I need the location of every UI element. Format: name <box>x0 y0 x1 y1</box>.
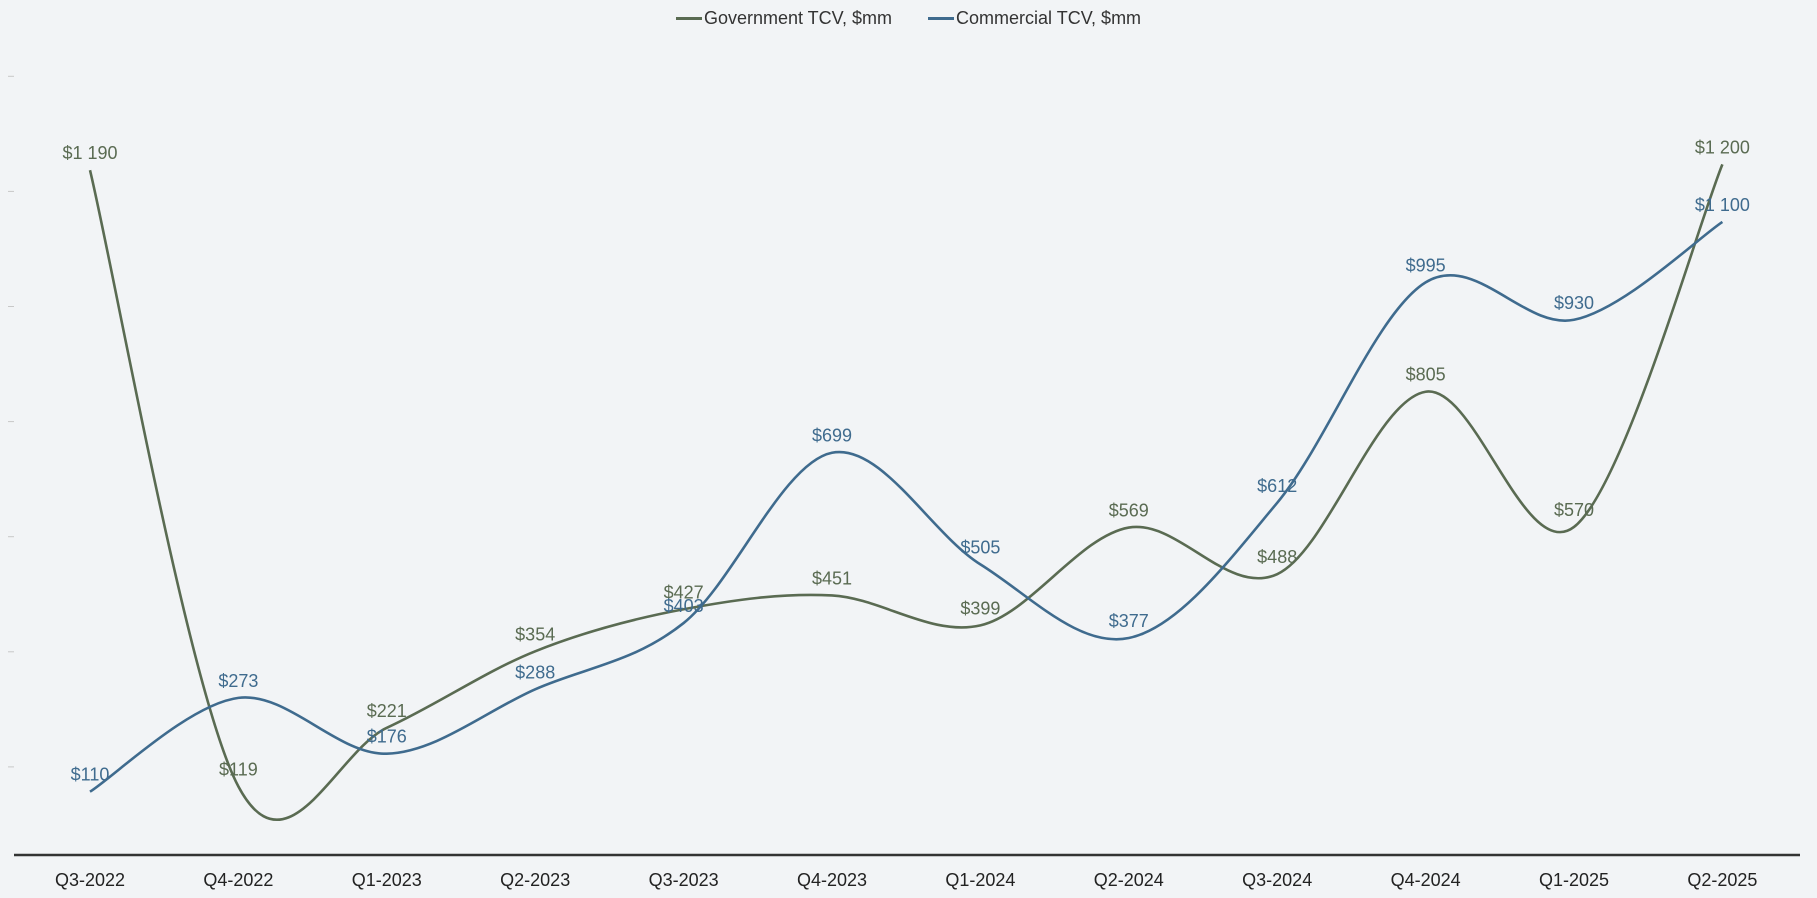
legend-item-commercial: Commercial TCV, $mm <box>928 8 1141 29</box>
data-label: $505 <box>960 537 1000 557</box>
legend: Government TCV, $mm Commercial TCV, $mm <box>0 8 1817 29</box>
data-label: $569 <box>1109 501 1149 521</box>
x-tick-label: Q3-2024 <box>1242 870 1312 890</box>
x-tick-label: Q4-2023 <box>797 870 867 890</box>
data-label: $288 <box>515 662 555 682</box>
x-tick-label: Q1-2024 <box>945 870 1015 890</box>
data-label: $110 <box>71 765 110 785</box>
data-label: $995 <box>1406 255 1446 275</box>
x-tick-label: Q2-2025 <box>1687 870 1757 890</box>
x-tick-label: Q3-2022 <box>55 870 125 890</box>
series-line-government <box>88 163 1724 821</box>
legend-label-government: Government TCV, $mm <box>703 8 893 28</box>
data-label: $930 <box>1554 293 1594 313</box>
x-tick-label: Q2-2023 <box>500 870 570 890</box>
x-tick-label: Q1-2025 <box>1539 870 1609 890</box>
data-label: $354 <box>515 624 555 644</box>
data-label: $273 <box>218 671 258 691</box>
data-label: $488 <box>1257 547 1297 567</box>
legend-item-government: Government TCV, $mm <box>675 8 893 29</box>
x-tick-label: Q4-2024 <box>1391 870 1461 890</box>
data-label: $399 <box>960 598 1000 618</box>
data-label: $1 190 <box>62 143 117 163</box>
data-label: $612 <box>1257 476 1297 496</box>
x-tick-label: Q4-2022 <box>203 870 273 890</box>
x-tick-label: Q2-2024 <box>1094 870 1164 890</box>
data-label: $1 200 <box>1695 137 1750 157</box>
data-label: $805 <box>1406 365 1446 385</box>
data-label: $403 <box>664 596 704 616</box>
x-tick-label: Q1-2023 <box>352 870 422 890</box>
data-label: $119 <box>219 760 258 780</box>
data-label: $570 <box>1554 500 1594 520</box>
x-tick-label: Q3-2023 <box>649 870 719 890</box>
data-label: $699 <box>812 426 852 446</box>
series-line-commercial <box>89 220 1724 793</box>
data-label: $427 <box>664 582 704 602</box>
data-label: $377 <box>1109 611 1149 631</box>
data-label: $176 <box>367 727 407 747</box>
legend-swatch-commercial <box>928 17 955 20</box>
data-label: $1 100 <box>1695 195 1750 215</box>
legend-swatch-government <box>675 17 702 20</box>
data-label: $451 <box>812 568 852 588</box>
legend-label-commercial: Commercial TCV, $mm <box>956 8 1142 28</box>
data-label: $221 <box>367 701 407 721</box>
